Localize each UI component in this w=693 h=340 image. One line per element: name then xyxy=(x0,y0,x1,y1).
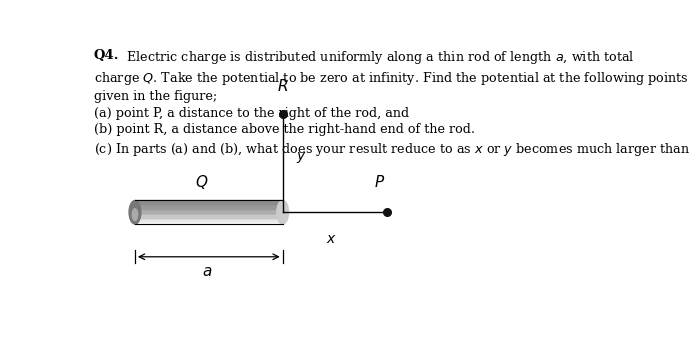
Bar xyxy=(135,206,283,207)
Bar xyxy=(135,208,283,209)
Bar xyxy=(135,217,283,218)
Bar xyxy=(135,213,283,214)
Bar xyxy=(135,220,283,221)
Bar xyxy=(135,202,283,203)
Bar xyxy=(135,216,283,217)
Bar xyxy=(135,220,283,221)
Bar xyxy=(135,210,283,211)
Bar xyxy=(135,219,283,220)
Bar xyxy=(135,215,283,216)
Text: Q4.: Q4. xyxy=(94,49,119,62)
Bar xyxy=(135,205,283,206)
Text: $a$: $a$ xyxy=(202,266,213,279)
Text: Electric charge is distributed uniformly along a thin rod of length $a$, with to: Electric charge is distributed uniformly… xyxy=(94,49,693,157)
Bar xyxy=(135,203,283,204)
Bar xyxy=(135,205,283,206)
Ellipse shape xyxy=(277,201,288,224)
Bar xyxy=(135,200,283,201)
Bar xyxy=(135,212,283,213)
Bar xyxy=(135,215,283,216)
Bar xyxy=(135,221,283,222)
Bar xyxy=(135,223,283,224)
Bar xyxy=(135,201,283,202)
Bar xyxy=(135,222,283,223)
Text: $y$: $y$ xyxy=(296,150,307,165)
Bar xyxy=(135,208,283,209)
Ellipse shape xyxy=(129,201,141,224)
Bar xyxy=(135,218,283,219)
Bar xyxy=(135,213,283,214)
Text: $x$: $x$ xyxy=(326,232,336,246)
Bar xyxy=(135,223,283,224)
Bar xyxy=(135,211,283,212)
Bar xyxy=(135,209,283,210)
Bar xyxy=(135,207,283,208)
Bar xyxy=(135,212,283,213)
Bar xyxy=(135,216,283,217)
Bar xyxy=(135,201,283,202)
Bar xyxy=(135,210,283,211)
Text: $R$: $R$ xyxy=(277,79,288,95)
Bar xyxy=(135,218,283,219)
Text: $P$: $P$ xyxy=(374,174,385,190)
Bar xyxy=(135,221,283,222)
Bar xyxy=(135,211,283,212)
Bar xyxy=(135,206,283,207)
Bar xyxy=(135,214,283,215)
Bar xyxy=(135,204,283,205)
Ellipse shape xyxy=(132,209,138,221)
Bar xyxy=(135,203,283,204)
Text: $Q$: $Q$ xyxy=(195,173,209,191)
